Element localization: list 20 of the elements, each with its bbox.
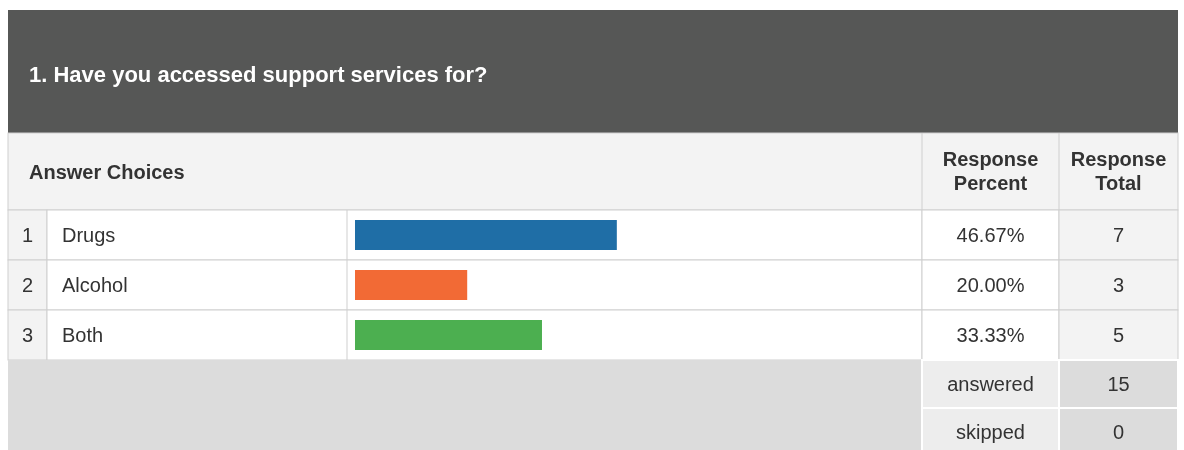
data-label: 20.00%	[956, 274, 1025, 296]
text: Response Total	[1070, 148, 1167, 194]
y-tick-label: Both	[62, 324, 104, 346]
y-tick-label: Alcohol	[62, 274, 128, 296]
text: 0	[1112, 421, 1125, 443]
text: answered	[947, 373, 1034, 395]
data-label: 33.33%	[956, 324, 1025, 346]
text: 3	[1112, 274, 1125, 296]
text: 3	[21, 324, 34, 346]
text: 15	[1107, 373, 1130, 395]
text: Response Percent	[942, 148, 1039, 194]
text: 7	[1112, 224, 1125, 246]
text: Answer Choices	[29, 161, 185, 183]
chart-title: 1. Have you accessed support services for?	[29, 62, 488, 87]
text: skipped	[956, 421, 1025, 443]
data-label: 46.67%	[956, 224, 1025, 246]
text: 5	[1112, 324, 1125, 346]
text: 2	[21, 274, 34, 296]
y-tick-label: Drugs	[62, 224, 116, 246]
text: 1	[21, 224, 34, 246]
